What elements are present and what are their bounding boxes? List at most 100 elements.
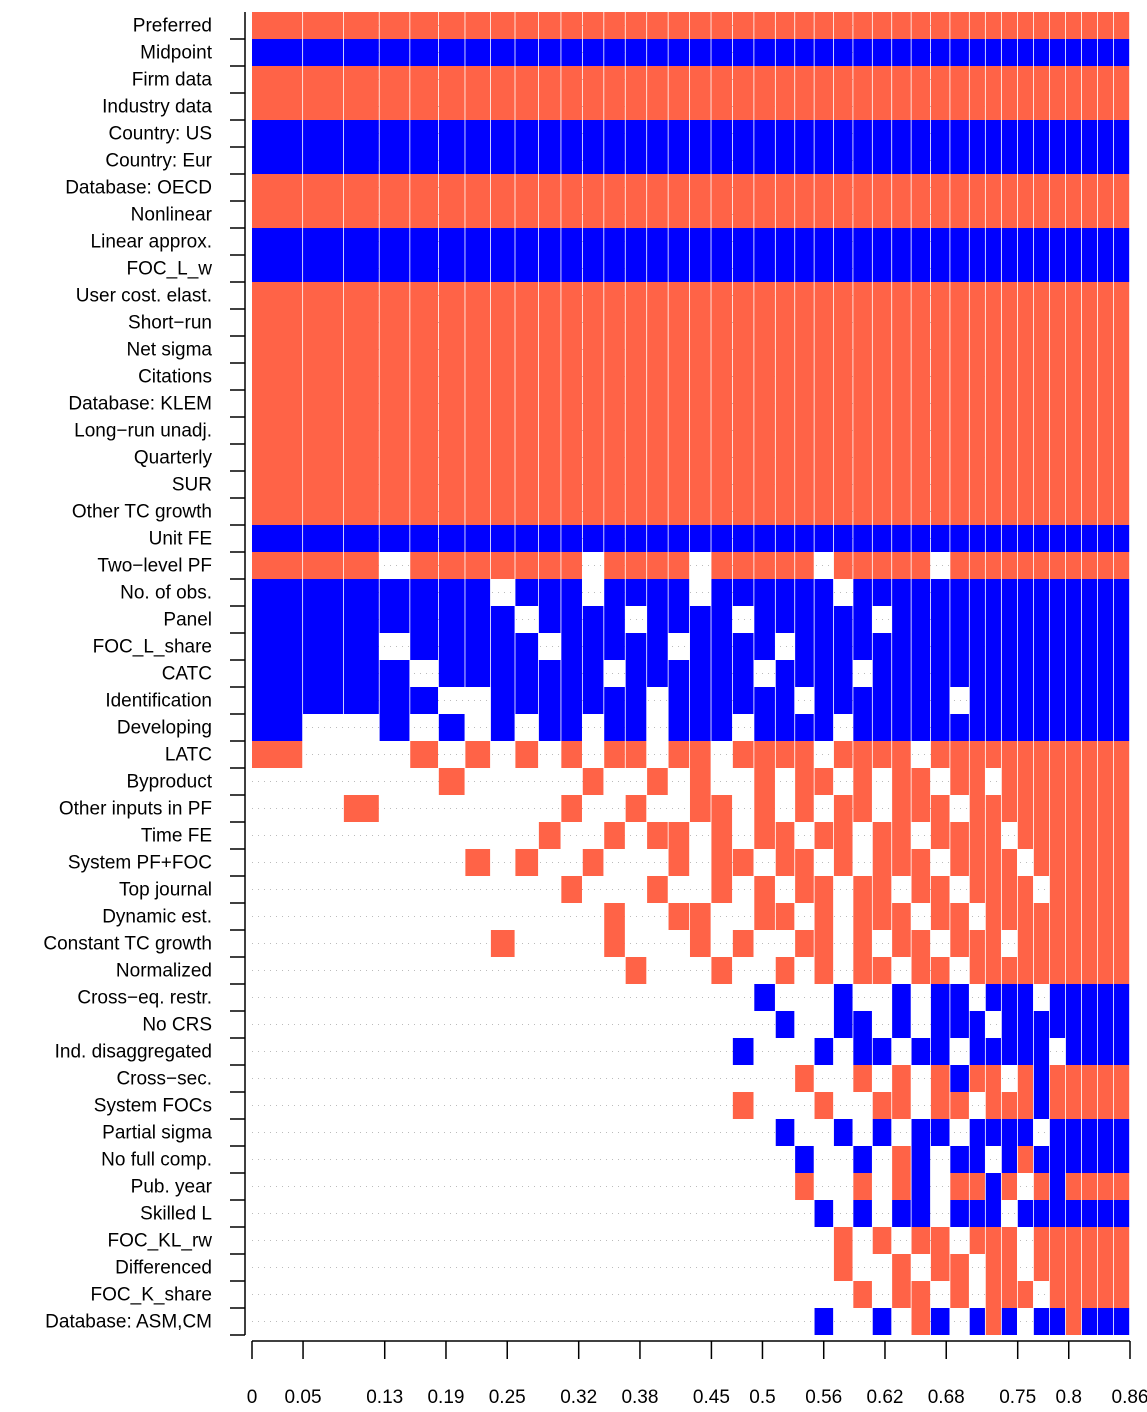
inclusion-cell [538, 93, 561, 120]
inclusion-cell [985, 120, 1001, 147]
row-label: FOC_L_share [93, 637, 212, 658]
inclusion-cell [1017, 1200, 1034, 1227]
inclusion-cell [647, 363, 668, 390]
inclusion-cell [833, 228, 853, 255]
inclusion-cell [754, 282, 775, 309]
inclusion-cell [668, 147, 690, 174]
inclusion-cell [814, 390, 834, 417]
inclusion-cell [969, 228, 985, 255]
inclusion-cell [1001, 660, 1017, 687]
inclusion-cell [1001, 1173, 1017, 1200]
inclusion-cell [647, 390, 668, 417]
inclusion-cell [625, 390, 647, 417]
inclusion-cell [732, 849, 754, 876]
inclusion-cell [465, 147, 491, 174]
inclusion-cell [892, 390, 911, 417]
inclusion-cell [515, 12, 539, 39]
inclusion-cell [892, 93, 911, 120]
inclusion-cell [950, 714, 969, 741]
inclusion-cell [1081, 1227, 1098, 1254]
inclusion-cell [438, 660, 465, 687]
inclusion-cell [814, 39, 834, 66]
inclusion-cell [303, 93, 344, 120]
inclusion-cell [561, 417, 582, 444]
inclusion-cell [1097, 228, 1114, 255]
inclusion-cell [775, 849, 795, 876]
inclusion-cell [1049, 795, 1066, 822]
inclusion-cell [1081, 1038, 1098, 1065]
inclusion-cell [689, 471, 711, 498]
inclusion-cell [1081, 390, 1098, 417]
inclusion-cell [438, 363, 465, 390]
inclusion-cell [775, 282, 795, 309]
inclusion-cell [814, 930, 834, 957]
inclusion-cell [985, 201, 1001, 228]
inclusion-cell [252, 174, 303, 201]
inclusion-cell [490, 714, 515, 741]
inclusion-cell [1049, 741, 1066, 768]
inclusion-cell [668, 498, 690, 525]
inclusion-cell [911, 633, 931, 660]
inclusion-cell [985, 579, 1001, 606]
inclusion-cell [1017, 498, 1034, 525]
inclusion-cell [795, 336, 814, 363]
inclusion-cell [1033, 822, 1050, 849]
inclusion-cell [379, 39, 410, 66]
inclusion-cell [775, 336, 795, 363]
inclusion-cell [1033, 957, 1050, 984]
inclusion-cell [689, 282, 711, 309]
inclusion-cell [438, 201, 465, 228]
inclusion-cell [833, 525, 853, 552]
inclusion-cell [303, 390, 344, 417]
inclusion-cell [343, 12, 379, 39]
inclusion-cell [668, 174, 690, 201]
inclusion-cell [754, 174, 775, 201]
inclusion-cell [1001, 282, 1017, 309]
inclusion-cell [911, 228, 931, 255]
inclusion-cell [410, 606, 439, 633]
inclusion-cell [872, 525, 892, 552]
inclusion-cell [582, 39, 604, 66]
inclusion-cell [1081, 1281, 1098, 1308]
inclusion-cell [647, 309, 668, 336]
inclusion-cell [252, 201, 303, 228]
inclusion-cell [795, 417, 814, 444]
inclusion-cell [1081, 228, 1098, 255]
inclusion-cell [1033, 1038, 1050, 1065]
inclusion-cell [1001, 417, 1017, 444]
x-tick-label: 0.68 [928, 1387, 965, 1408]
inclusion-cell [1097, 822, 1114, 849]
inclusion-cell [1065, 930, 1082, 957]
inclusion-cell [465, 201, 491, 228]
inclusion-cell [1097, 363, 1114, 390]
inclusion-cell [1001, 984, 1017, 1011]
inclusion-cell [1065, 660, 1082, 687]
inclusion-cell [1097, 795, 1114, 822]
inclusion-cell [1033, 444, 1050, 471]
inclusion-cell [775, 552, 795, 579]
inclusion-cell [1113, 1092, 1130, 1119]
inclusion-cell [538, 228, 561, 255]
inclusion-cell [795, 12, 814, 39]
inclusion-cell [853, 930, 872, 957]
inclusion-cell [930, 201, 950, 228]
row-label: Short−run [128, 313, 212, 334]
inclusion-cell [1017, 552, 1034, 579]
inclusion-cell [465, 552, 491, 579]
inclusion-cell [379, 201, 410, 228]
inclusion-cell [1065, 39, 1082, 66]
inclusion-cell [379, 444, 410, 471]
row-label: Dynamic est. [102, 907, 212, 928]
inclusion-cell [911, 768, 931, 795]
inclusion-cell [754, 39, 775, 66]
inclusion-cell [561, 795, 582, 822]
inclusion-cell [1065, 984, 1082, 1011]
inclusion-cell [1049, 1011, 1066, 1038]
inclusion-cell [1017, 1092, 1034, 1119]
inclusion-cell [604, 417, 625, 444]
inclusion-cell [969, 714, 985, 741]
inclusion-cell [950, 147, 969, 174]
inclusion-cell [911, 876, 931, 903]
inclusion-cell [515, 282, 539, 309]
inclusion-cell [343, 633, 379, 660]
